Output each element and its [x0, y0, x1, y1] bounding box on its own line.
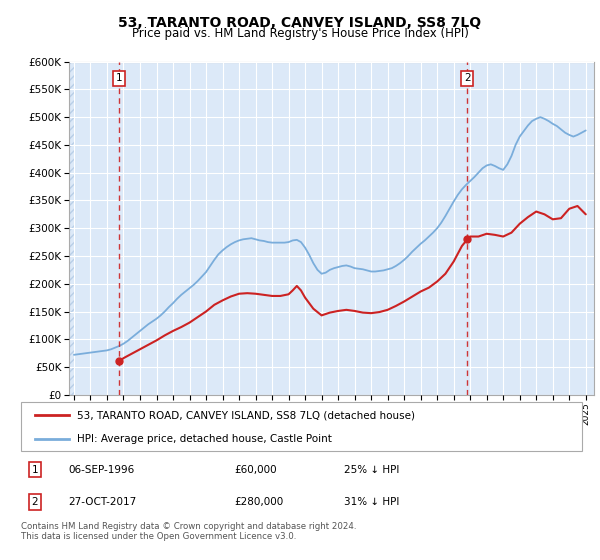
Text: 2: 2 — [464, 73, 470, 83]
Text: 25% ↓ HPI: 25% ↓ HPI — [344, 465, 399, 475]
Text: £280,000: £280,000 — [234, 497, 283, 507]
Text: 2: 2 — [32, 497, 38, 507]
Text: 1: 1 — [116, 73, 122, 83]
Text: Price paid vs. HM Land Registry's House Price Index (HPI): Price paid vs. HM Land Registry's House … — [131, 27, 469, 40]
Text: 27-OCT-2017: 27-OCT-2017 — [68, 497, 137, 507]
Text: Contains HM Land Registry data © Crown copyright and database right 2024.
This d: Contains HM Land Registry data © Crown c… — [21, 522, 356, 542]
Text: 06-SEP-1996: 06-SEP-1996 — [68, 465, 135, 475]
Text: HPI: Average price, detached house, Castle Point: HPI: Average price, detached house, Cast… — [77, 434, 332, 444]
Text: 53, TARANTO ROAD, CANVEY ISLAND, SS8 7LQ: 53, TARANTO ROAD, CANVEY ISLAND, SS8 7LQ — [118, 16, 482, 30]
Text: 1: 1 — [32, 465, 38, 475]
Text: 53, TARANTO ROAD, CANVEY ISLAND, SS8 7LQ (detached house): 53, TARANTO ROAD, CANVEY ISLAND, SS8 7LQ… — [77, 410, 415, 421]
Text: 31% ↓ HPI: 31% ↓ HPI — [344, 497, 399, 507]
Text: £60,000: £60,000 — [234, 465, 277, 475]
FancyBboxPatch shape — [21, 402, 582, 451]
